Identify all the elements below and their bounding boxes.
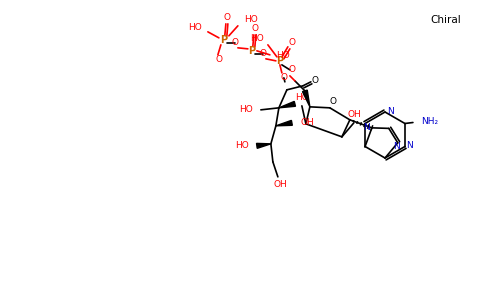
Text: O: O — [330, 97, 336, 106]
Text: O: O — [288, 38, 295, 47]
Text: HO: HO — [244, 15, 257, 24]
Text: O: O — [224, 13, 230, 22]
Text: OH: OH — [348, 110, 362, 119]
Text: N: N — [387, 106, 393, 116]
Text: N: N — [407, 141, 413, 150]
Text: Chiral: Chiral — [430, 15, 461, 25]
Text: O: O — [280, 73, 287, 82]
Text: NH₂: NH₂ — [421, 117, 438, 126]
Text: N: N — [363, 123, 370, 132]
Text: O: O — [215, 55, 222, 64]
Text: P: P — [248, 46, 256, 56]
Text: N: N — [393, 142, 400, 151]
Text: HO: HO — [250, 34, 264, 43]
Polygon shape — [302, 90, 310, 107]
Text: O: O — [251, 24, 258, 33]
Text: HO: HO — [188, 23, 202, 32]
Text: P: P — [276, 56, 284, 66]
Text: OH: OH — [301, 118, 315, 127]
Text: HO: HO — [235, 141, 249, 150]
Text: O: O — [311, 76, 318, 85]
Polygon shape — [257, 143, 271, 148]
Text: OH: OH — [274, 180, 288, 189]
Text: HO: HO — [295, 93, 309, 102]
Text: O: O — [259, 49, 266, 58]
Text: O: O — [231, 38, 238, 47]
Text: HO: HO — [239, 105, 253, 114]
Text: O: O — [288, 65, 295, 74]
Text: HO: HO — [276, 51, 289, 60]
Text: P: P — [220, 35, 227, 45]
Polygon shape — [276, 120, 292, 126]
Polygon shape — [279, 101, 295, 108]
